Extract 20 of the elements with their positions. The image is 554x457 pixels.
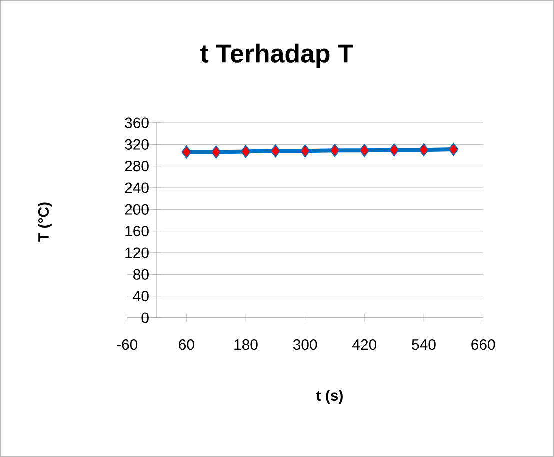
y-tick-label: 360 [125, 118, 149, 128]
y-tick-label: 120 [126, 248, 149, 258]
x-tick-label: 300 [293, 340, 318, 350]
chart-title: t Terhadap T [200, 44, 354, 68]
y-tick-label: 200 [125, 204, 149, 215]
x-tick-label: 420 [352, 340, 377, 350]
x-tick-label: 60 [179, 340, 194, 350]
x-tick-label: 180 [234, 340, 258, 350]
x-tick-label: -60 [117, 340, 138, 350]
y-tick-label: 280 [125, 161, 149, 172]
x-tick-label: 660 [472, 340, 496, 350]
y-tick-label: 40 [133, 291, 149, 302]
y-axis-title: T (°C) [38, 202, 52, 242]
y-tick-label: 160 [126, 226, 149, 237]
y-tick-label: 0 [142, 312, 149, 324]
x-tick-label: 540 [412, 340, 436, 350]
y-tick-label: 240 [125, 182, 149, 194]
x-axis-title: t (s) [316, 390, 343, 404]
y-tick-label: 80 [134, 269, 149, 280]
y-tick-label: 320 [125, 139, 149, 150]
